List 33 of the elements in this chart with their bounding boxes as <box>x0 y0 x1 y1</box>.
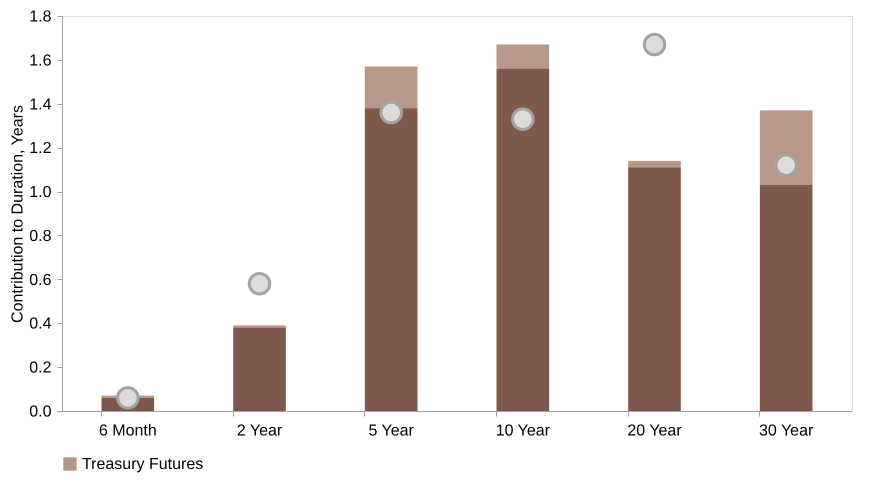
y-tick-label: 1.2 <box>29 140 52 158</box>
y-tick-label: 0.0 <box>29 404 52 420</box>
bar <box>628 167 681 411</box>
bar <box>496 68 550 411</box>
x-tick-label: 20 Year <box>627 422 682 440</box>
y-tick-label: 1.4 <box>29 96 52 114</box>
x-tick-label: 6 Month <box>98 422 157 440</box>
y-tick-label: 0.4 <box>29 316 52 333</box>
point <box>379 100 403 124</box>
x-tick-label: 30 Year <box>759 422 814 440</box>
point <box>116 386 140 410</box>
bar <box>233 325 286 328</box>
bar <box>364 66 418 108</box>
point <box>642 32 666 56</box>
bar <box>496 44 550 69</box>
y-tick-label: 0.8 <box>29 228 52 245</box>
y-tick-label: 0.2 <box>29 360 52 377</box>
y-tick-label: 1.8 <box>29 8 52 26</box>
x-tick-label: 5 Year <box>368 422 415 440</box>
y-tick-label: 0.6 <box>29 272 52 289</box>
bar <box>628 160 681 168</box>
y-tick-label: 1.0 <box>29 184 52 202</box>
legend-label: Treasury Futures <box>82 456 204 473</box>
point <box>774 153 798 177</box>
y-tick-label: 1.6 <box>29 52 52 70</box>
point <box>248 272 272 296</box>
bar <box>364 108 418 411</box>
x-tick-label: 2 Year <box>236 422 283 440</box>
point <box>511 107 535 131</box>
bar <box>760 184 812 411</box>
y-axis-title: Contribution to Duration, Years <box>9 105 26 323</box>
x-tick-label: 10 Year <box>496 422 551 440</box>
bar <box>233 328 286 411</box>
